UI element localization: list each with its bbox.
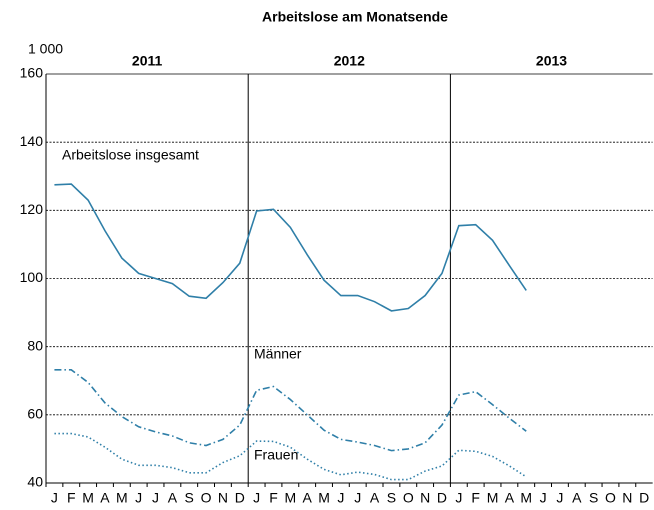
x-tick-label: J — [135, 490, 142, 506]
series-label: Frauen — [254, 447, 298, 463]
series-line — [54, 183, 527, 312]
y-tick-label: 40 — [27, 474, 43, 490]
x-tick-label: J — [556, 490, 563, 506]
x-tick-label: F — [67, 490, 76, 506]
x-tick-label: D — [639, 490, 649, 506]
x-tick-label: A — [505, 490, 515, 506]
y-tick-label: 160 — [20, 65, 44, 81]
y-tick-label: 120 — [20, 201, 44, 217]
chart-title: Arbeitslose am Monatsende — [262, 9, 448, 25]
x-tick-label: N — [218, 490, 228, 506]
x-tick-label: A — [100, 490, 110, 506]
x-tick-label: M — [520, 490, 532, 506]
series-label: Arbeitslose insgesamt — [62, 147, 199, 163]
x-tick-label: F — [269, 490, 278, 506]
x-tick-label: A — [303, 490, 313, 506]
x-tick-label: J — [455, 490, 462, 506]
year-label: 2013 — [536, 53, 567, 69]
x-tick-label: N — [622, 490, 632, 506]
x-tick-label: A — [572, 490, 582, 506]
x-tick-label: M — [82, 490, 94, 506]
x-tick-label: J — [540, 490, 547, 506]
y-tick-label: 60 — [27, 406, 43, 422]
x-tick-label: S — [185, 490, 194, 506]
x-tick-label: A — [168, 490, 178, 506]
x-tick-label: D — [437, 490, 447, 506]
y-tick-label: 100 — [20, 269, 44, 285]
x-tick-label: F — [471, 490, 480, 506]
x-tick-label: M — [487, 490, 499, 506]
x-tick-label: J — [354, 490, 361, 506]
x-tick-label: J — [337, 490, 344, 506]
x-tick-label: J — [253, 490, 260, 506]
x-tick-label: S — [387, 490, 396, 506]
x-tick-label: M — [284, 490, 296, 506]
x-tick-label: D — [235, 490, 245, 506]
x-tick-label: M — [318, 490, 330, 506]
y-unit: 1 000 — [28, 41, 63, 57]
x-tick-label: S — [589, 490, 598, 506]
x-tick-label: J — [152, 490, 159, 506]
x-tick-label: M — [116, 490, 128, 506]
series-line — [54, 369, 527, 452]
x-tick-label: J — [51, 490, 58, 506]
year-label: 2012 — [334, 53, 365, 69]
series-label: Männer — [254, 346, 302, 362]
y-tick-label: 80 — [27, 337, 43, 353]
x-tick-label: N — [420, 490, 430, 506]
x-tick-label: O — [605, 490, 616, 506]
x-tick-label: O — [403, 490, 414, 506]
x-tick-label: A — [370, 490, 380, 506]
y-tick-label: 140 — [20, 133, 44, 149]
year-label: 2011 — [132, 53, 163, 69]
x-tick-label: O — [201, 490, 212, 506]
